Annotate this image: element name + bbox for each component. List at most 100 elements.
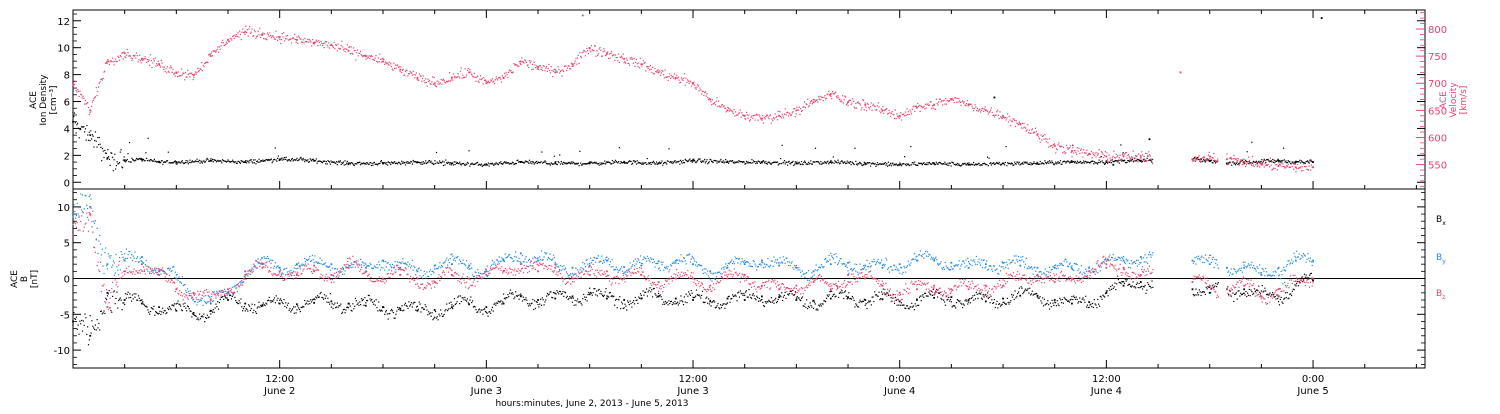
density-point — [1004, 164, 1005, 165]
velocity-point — [275, 31, 276, 32]
bx-point — [159, 311, 160, 312]
density-point — [72, 112, 73, 113]
bx-point — [588, 292, 589, 293]
bx-point — [668, 300, 669, 301]
bx-point — [311, 301, 312, 302]
velocity-point — [1078, 150, 1079, 151]
by-point — [74, 211, 75, 212]
density-point — [1267, 159, 1268, 160]
velocity-point — [988, 113, 989, 114]
velocity-point — [773, 117, 774, 118]
density-point — [472, 163, 473, 164]
density-point — [609, 162, 610, 163]
velocity-point — [327, 46, 328, 47]
bx-point — [848, 292, 849, 293]
velocity-point — [999, 118, 1000, 119]
bx-point — [549, 294, 550, 295]
bx-point — [1101, 296, 1102, 297]
density-point — [210, 158, 211, 159]
density-point — [296, 158, 297, 159]
velocity-point — [429, 80, 430, 81]
density-point — [863, 164, 864, 165]
velocity-point — [193, 79, 194, 80]
density-point — [1068, 161, 1069, 162]
density-point — [123, 159, 124, 160]
velocity-point — [740, 117, 741, 118]
velocity-point — [1085, 153, 1086, 154]
density-point — [324, 161, 325, 162]
velocity-point — [678, 80, 679, 81]
velocity-point — [123, 58, 124, 59]
bx-point — [336, 306, 337, 307]
velocity-point — [1309, 166, 1310, 167]
velocity-point — [994, 116, 995, 117]
velocity-point — [281, 39, 282, 40]
by-point — [847, 262, 849, 264]
density-point — [636, 163, 637, 164]
velocity-point — [555, 70, 556, 71]
velocity-point — [1295, 164, 1296, 165]
density-point — [118, 163, 119, 164]
density-point — [111, 153, 112, 154]
velocity-point — [413, 74, 414, 75]
bx-point — [994, 299, 995, 300]
density-point — [102, 148, 103, 149]
velocity-point — [1149, 154, 1150, 155]
bx-point — [518, 295, 519, 296]
velocity-point — [488, 81, 489, 82]
density-point — [407, 161, 408, 162]
velocity-point — [783, 117, 784, 118]
density-point — [326, 161, 327, 162]
bx-point — [1089, 307, 1090, 308]
density-point — [1051, 160, 1052, 161]
density-tick-label-12: 12 — [57, 17, 70, 28]
bx-point — [451, 304, 452, 305]
velocity-point — [882, 111, 883, 112]
density-point — [763, 160, 764, 161]
bx-point — [982, 299, 983, 300]
velocity-point — [689, 83, 690, 84]
velocity-point — [117, 56, 118, 57]
bx-point — [514, 297, 515, 298]
velocity-point — [437, 80, 438, 81]
velocity-point — [671, 75, 672, 76]
bx-point — [563, 296, 564, 297]
density-point — [1017, 162, 1018, 163]
velocity-point — [1230, 157, 1231, 158]
bx-point — [411, 302, 412, 303]
velocity-point — [475, 77, 476, 78]
velocity-point — [1295, 166, 1297, 168]
velocity-point — [1025, 128, 1026, 129]
velocity-point — [699, 88, 700, 89]
density-point — [783, 162, 784, 163]
bx-point — [239, 300, 240, 301]
velocity-point — [248, 28, 249, 29]
by-point — [1123, 260, 1125, 262]
bx-point — [451, 306, 453, 308]
velocity-point — [353, 47, 354, 48]
velocity-point — [1063, 147, 1064, 148]
bx-point — [702, 291, 703, 292]
velocity-point — [842, 95, 843, 96]
velocity-point — [390, 63, 391, 64]
velocity-point — [1245, 166, 1246, 167]
velocity-point — [361, 55, 362, 56]
velocity-point — [873, 104, 874, 105]
velocity-point — [909, 110, 910, 111]
density-point — [1281, 161, 1282, 162]
bx-point — [1048, 304, 1049, 305]
bx-point — [1043, 305, 1044, 306]
density-point — [703, 160, 704, 161]
density-point — [850, 161, 851, 162]
velocity-point — [789, 112, 790, 113]
density-point — [131, 162, 132, 163]
velocity-point — [502, 75, 503, 76]
bx-point — [440, 309, 441, 310]
velocity-point — [867, 103, 868, 104]
by-point — [175, 278, 177, 280]
velocity-point — [1272, 169, 1273, 170]
velocity-point — [851, 102, 852, 103]
density-point — [670, 161, 671, 162]
velocity-point — [748, 115, 749, 116]
bx-point — [873, 301, 874, 302]
